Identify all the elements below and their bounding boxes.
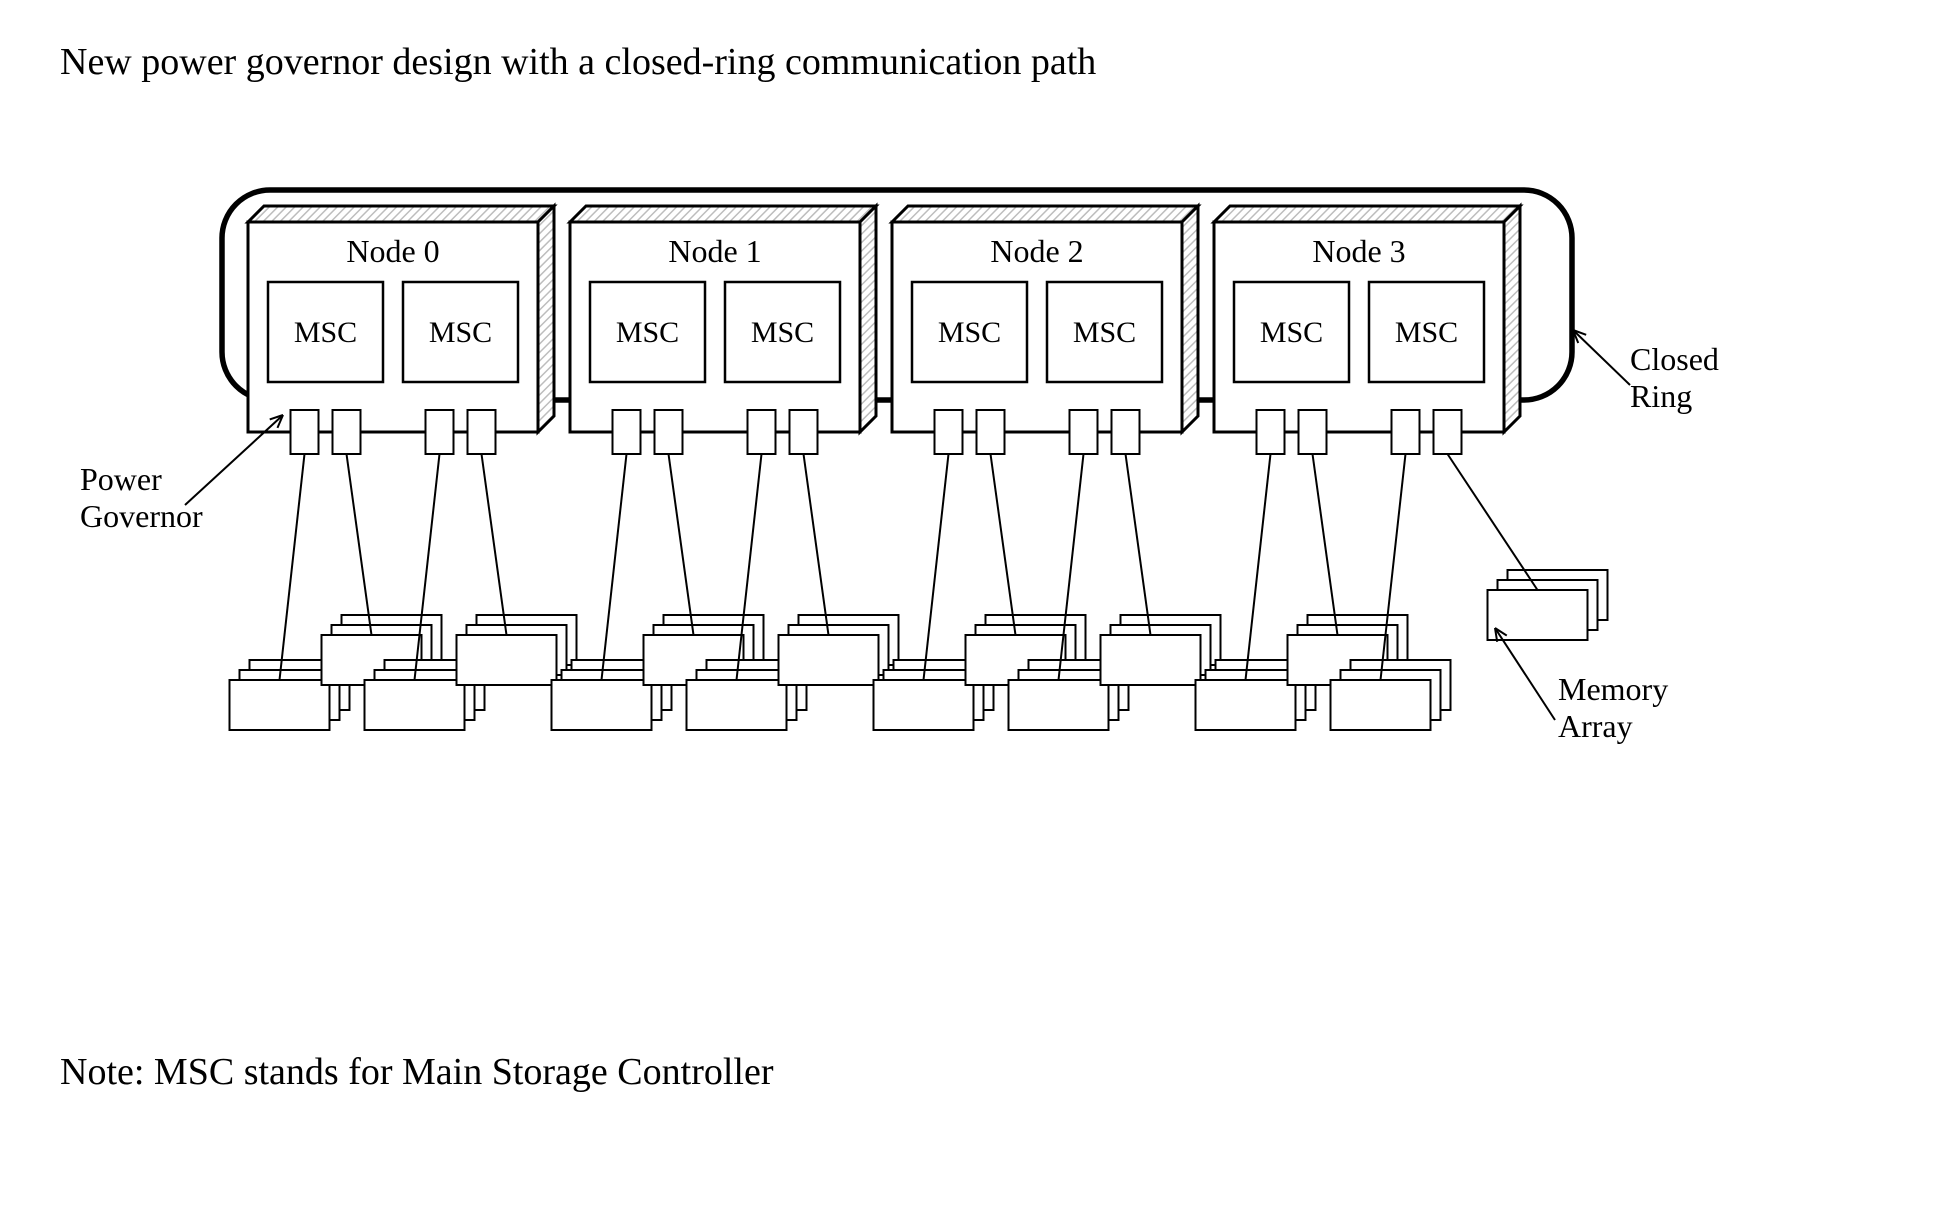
- port-to-memory-connector: [1313, 454, 1338, 635]
- port-to-memory-connector: [924, 454, 949, 680]
- power-governor-port: [935, 410, 963, 454]
- port-to-memory-connector: [991, 454, 1016, 635]
- node-label: Node 2: [990, 233, 1083, 269]
- memory-array-card: [1331, 680, 1431, 730]
- port-to-memory-connector: [1448, 454, 1538, 590]
- port-to-memory-connector: [347, 454, 372, 635]
- msc-label: MSC: [616, 316, 679, 349]
- power-governor-port: [977, 410, 1005, 454]
- power-governor-port: [655, 410, 683, 454]
- power_governor-label: PowerGovernor: [80, 461, 203, 534]
- closed_ring-label: ClosedRing: [1630, 341, 1719, 414]
- node-top-face: [248, 206, 554, 222]
- memory-array-card: [552, 680, 652, 730]
- node-label: Node 3: [1312, 233, 1405, 269]
- power-governor-port: [468, 410, 496, 454]
- power_governor-arrow: [185, 415, 283, 505]
- memory-array-card: [1009, 680, 1109, 730]
- port-to-memory-connector: [602, 454, 627, 680]
- memory_array-label: MemoryArray: [1558, 671, 1668, 744]
- power-governor-port: [748, 410, 776, 454]
- closed_ring-arrow: [1573, 330, 1630, 385]
- power-governor-port: [1299, 410, 1327, 454]
- node-top-face: [1214, 206, 1520, 222]
- memory-array-card: [1101, 635, 1201, 685]
- power-governor-port: [1392, 410, 1420, 454]
- power-governor-port: [426, 410, 454, 454]
- architecture-diagram: Node 0 MSC MSC Node 1 MSC MSC Node 2 MSC MSC Node…: [0, 0, 1934, 1231]
- msc-label: MSC: [429, 316, 492, 349]
- memory_array-arrow: [1495, 628, 1555, 720]
- port-to-memory-connector: [1126, 454, 1151, 635]
- msc-label: MSC: [751, 316, 814, 349]
- node-right-face: [1504, 206, 1520, 432]
- power-governor-port: [291, 410, 319, 454]
- power-governor-port: [1112, 410, 1140, 454]
- port-to-memory-connector: [804, 454, 829, 635]
- memory-array-card: [230, 680, 330, 730]
- memory-array-card: [457, 635, 557, 685]
- power-governor-port: [1257, 410, 1285, 454]
- node-top-face: [570, 206, 876, 222]
- memory-array-card: [1196, 680, 1296, 730]
- node-label: Node 1: [668, 233, 761, 269]
- power-governor-port: [613, 410, 641, 454]
- node-right-face: [860, 206, 876, 432]
- node-label: Node 0: [346, 233, 439, 269]
- msc-label: MSC: [294, 316, 357, 349]
- msc-label: MSC: [1260, 316, 1323, 349]
- power-governor-port: [790, 410, 818, 454]
- node-right-face: [1182, 206, 1198, 432]
- msc-label: MSC: [1395, 316, 1458, 349]
- port-to-memory-connector: [280, 454, 305, 680]
- port-to-memory-connector: [482, 454, 507, 635]
- msc-label: MSC: [938, 316, 1001, 349]
- memory-array-card: [365, 680, 465, 730]
- node-right-face: [538, 206, 554, 432]
- port-to-memory-connector: [1246, 454, 1271, 680]
- power-governor-port: [1070, 410, 1098, 454]
- msc-label: MSC: [1073, 316, 1136, 349]
- memory-array-card: [874, 680, 974, 730]
- memory-array-card: [687, 680, 787, 730]
- port-to-memory-connector: [669, 454, 694, 635]
- memory-array-card: [779, 635, 879, 685]
- power-governor-port: [333, 410, 361, 454]
- node-top-face: [892, 206, 1198, 222]
- power-governor-port: [1434, 410, 1462, 454]
